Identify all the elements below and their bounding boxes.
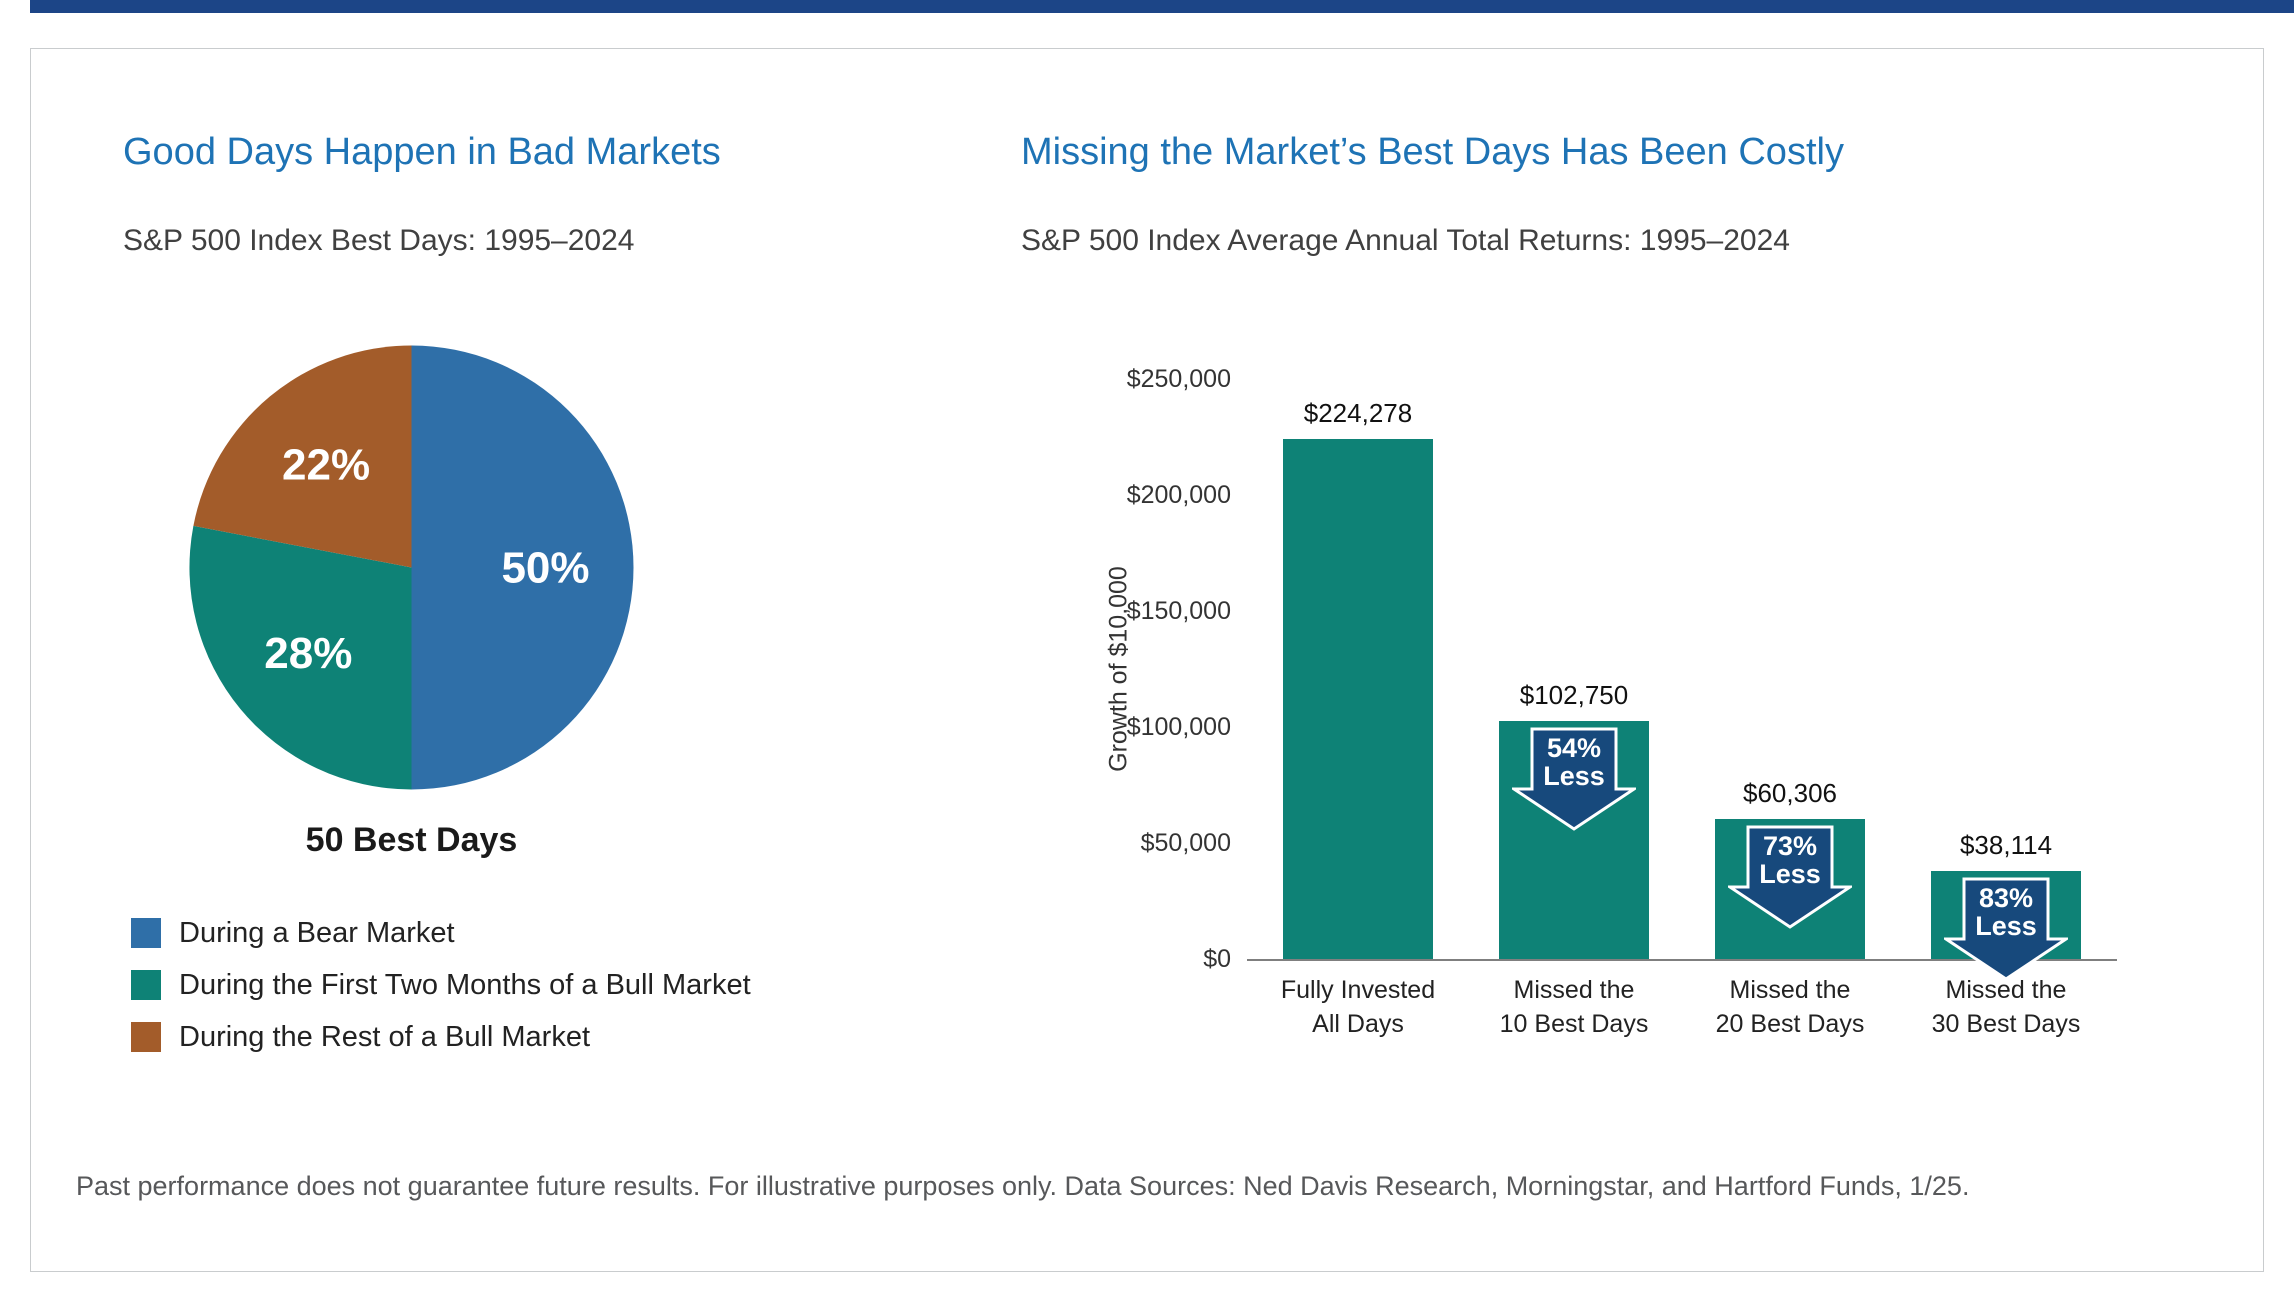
loss-badge: 54% Less	[1512, 727, 1636, 831]
pie-slice-label: 28%	[264, 629, 352, 678]
bar-value-label: $102,750	[1519, 679, 1629, 710]
legend-label: During a Bear Market	[179, 916, 455, 949]
bar-chart: Growth of $10,000 $0 $50,000 $100,000 $150,…	[1105, 365, 2117, 1038]
down-arrow-icon	[1944, 877, 2068, 981]
legend-item: During the Rest of a Bull Market	[131, 1011, 751, 1063]
pie-slice	[193, 345, 412, 568]
legend-item: During the First Two Months of a Bull Ma…	[131, 959, 751, 1011]
left-panel-title: Good Days Happen in Bad Markets	[123, 131, 721, 173]
pie-slice-label: 50%	[501, 544, 589, 593]
legend-label: During the First Two Months of a Bull Ma…	[179, 968, 751, 1001]
y-tick-label: $200,000	[1126, 481, 1231, 509]
bar-value-label: $60,306	[1743, 778, 1837, 809]
legend-swatch	[131, 1022, 161, 1052]
loss-badge: 73% Less	[1728, 825, 1852, 929]
pie-chart: 50% 28% 22%	[189, 345, 634, 790]
footnote-text: Past performance does not guarantee futu…	[76, 1171, 1970, 1201]
right-panel-subtitle: S&P 500 Index Average Annual Total Retur…	[1021, 224, 1790, 257]
y-tick-label: $0	[1203, 945, 1231, 973]
bar-group: $102,750 54% Less	[1466, 379, 1682, 959]
bar-value-label: $224,278	[1303, 397, 1413, 428]
bar-group: $38,114 83% Less	[1898, 379, 2114, 981]
left-panel-subtitle: S&P 500 Index Best Days: 1995–2024	[123, 224, 635, 257]
bar-group: $224,278	[1250, 379, 1466, 959]
pie-slice	[411, 345, 634, 790]
legend-label: During the Rest of a Bull Market	[179, 1020, 591, 1053]
content-card: Good Days Happen in Bad Markets S&P 500 …	[30, 48, 2264, 1272]
pie-caption: 50 Best Days	[305, 821, 518, 859]
x-category-label: Missed the 10 Best Days	[1499, 976, 1649, 1038]
pie-slice	[189, 525, 412, 790]
y-tick-label: $100,000	[1126, 713, 1231, 741]
down-arrow-icon	[1728, 825, 1852, 929]
bar-value-label: $38,114	[1959, 829, 2053, 860]
legend-swatch	[131, 970, 161, 1000]
loss-badge-text: 83% Less	[1975, 883, 2037, 941]
x-category-label: Fully Invested All Days	[1280, 976, 1436, 1038]
loss-badge-text: 54% Less	[1543, 733, 1605, 791]
loss-badge: 83% Less	[1944, 877, 2068, 981]
y-tick-label: $50,000	[1140, 829, 1231, 857]
legend-item: During a Bear Market	[131, 907, 751, 959]
pie-slice-label: 22%	[282, 440, 370, 489]
x-category-label: Missed the 30 Best Days	[1931, 976, 2081, 1038]
loss-badge-text: 73% Less	[1759, 831, 1821, 889]
y-tick-label: $250,000	[1126, 365, 1231, 393]
down-arrow-icon	[1512, 727, 1636, 831]
y-tick-label: $150,000	[1126, 597, 1231, 625]
x-category-label: Missed the 20 Best Days	[1715, 976, 1865, 1038]
pie-legend: During a Bear Market During the First Two…	[131, 907, 751, 1063]
right-panel-title: Missing the Market’s Best Days Has Been …	[1021, 131, 1844, 173]
bar	[1283, 438, 1433, 959]
brand-top-bar	[30, 0, 2294, 13]
legend-swatch	[131, 918, 161, 948]
bar-group: $60,306 73% Less	[1682, 379, 1898, 959]
